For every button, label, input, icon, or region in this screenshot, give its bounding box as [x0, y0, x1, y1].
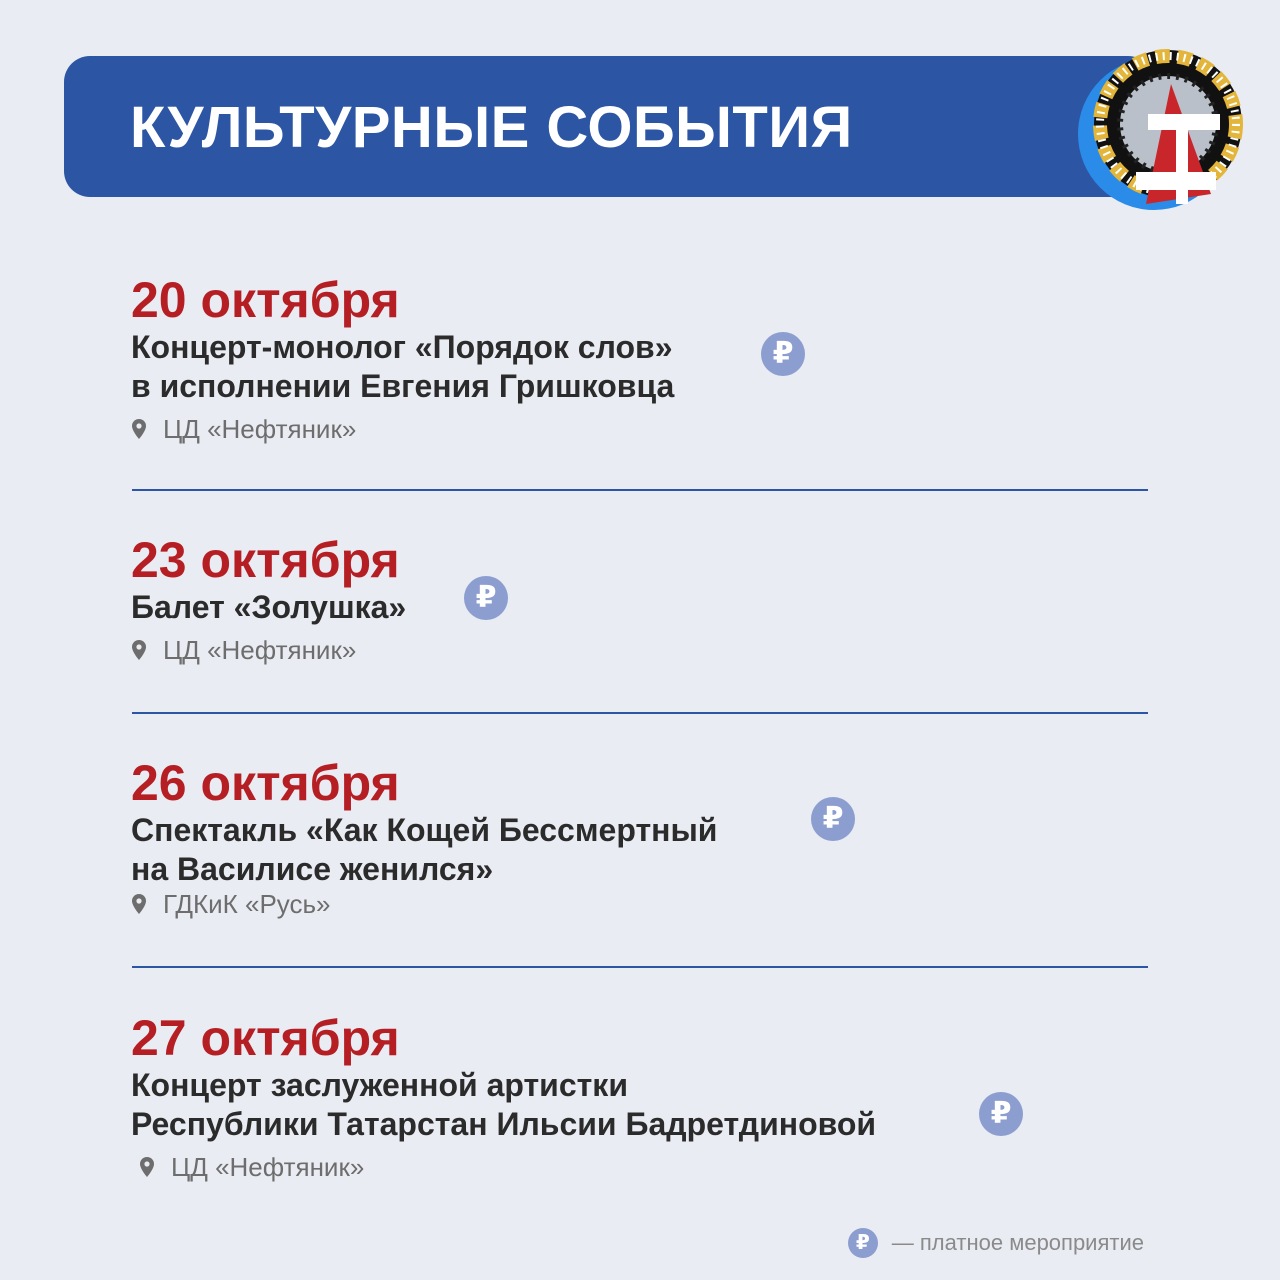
ruble-paid-icon: ₽	[464, 576, 508, 620]
ruble-paid-icon: ₽	[979, 1092, 1023, 1136]
ferris-wheel-logo-icon	[1078, 49, 1243, 210]
location-pin-icon	[132, 639, 146, 660]
event-title-line: Балет «Золушка»	[131, 589, 407, 625]
event-venue: ГДКиК «Русь»	[163, 889, 331, 919]
ruble-paid-icon: ₽	[761, 332, 805, 376]
divider	[132, 712, 1148, 714]
event-date: 20 октября	[131, 272, 400, 328]
location-pin-icon	[140, 1156, 154, 1177]
page-title: КУЛЬТУРНЫЕ СОБЫТИЯ	[130, 95, 853, 160]
legend: ₽ — платное мероприятие	[847, 1228, 1144, 1258]
event-title-line: в исполнении Евгения Гришковца	[131, 368, 675, 404]
event-title-line: на Василисе женился»	[131, 851, 494, 887]
event-venue: ЦД «Нефтяник»	[171, 1152, 365, 1182]
event-item: 23 октября Балет «Золушка» ₽ ЦД «Нефтяни…	[131, 532, 508, 666]
event-title-line: Концерт-монолог «Порядок слов»	[131, 329, 673, 365]
event-item: 20 октября Концерт-монолог «Порядок слов…	[131, 272, 805, 445]
legend-text: — платное мероприятие	[891, 1230, 1144, 1255]
ruble-paid-icon: ₽	[811, 797, 855, 841]
ruble-paid-icon: ₽	[847, 1228, 878, 1258]
event-venue: ЦД «Нефтяник»	[163, 414, 357, 444]
divider	[132, 489, 1148, 491]
header-banner: КУЛЬТУРНЫЕ СОБЫТИЯ	[64, 56, 1154, 197]
event-item: 27 октября Концерт заслуженной артистки …	[131, 1010, 1023, 1183]
event-date: 26 октября	[131, 755, 400, 811]
event-venue: ЦД «Нефтяник»	[163, 635, 357, 665]
divider	[132, 966, 1148, 968]
location-pin-icon	[132, 893, 146, 914]
event-item: 26 октября Спектакль «Как Кощей Бессмерт…	[131, 755, 855, 920]
location-pin-icon	[132, 418, 146, 439]
event-title-line: Концерт заслуженной артистки	[131, 1067, 628, 1103]
event-date: 27 октября	[131, 1010, 400, 1066]
event-date: 23 октября	[131, 532, 400, 588]
event-title-line: Спектакль «Как Кощей Бессмертный	[131, 812, 718, 848]
event-title-line: Республики Татарстан Ильсии Бадретдиново…	[131, 1106, 877, 1142]
